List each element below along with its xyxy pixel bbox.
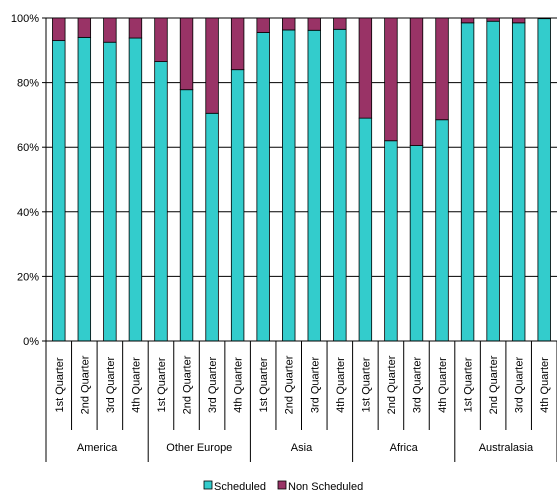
bar-scheduled: [128, 37, 143, 342]
bar-non-scheduled: [205, 17, 219, 114]
bar-non-scheduled: [256, 17, 270, 33]
bar-scheduled: [52, 40, 66, 342]
x-category-labels: 1st Quarter 2nd Quarter 3rd Quarter 4th Qua…: [54, 355, 551, 454]
bars: [52, 17, 551, 342]
bar-scheduled: [256, 32, 270, 342]
quarter-label: 1st Quarter: [156, 357, 168, 412]
legend-swatch: [277, 480, 287, 490]
bar-scheduled: [282, 29, 296, 342]
y-tick-label: 20%: [17, 271, 39, 283]
quarter-label: 1st Quarter: [463, 357, 475, 412]
quarter-label: 4th Quarter: [335, 357, 347, 413]
bar-scheduled: [537, 18, 551, 342]
quarter-label: 2nd Quarter: [284, 355, 296, 414]
bar-scheduled: [230, 69, 245, 342]
bar-scheduled: [77, 36, 92, 342]
group-label: Asia: [291, 442, 313, 454]
bar-scheduled: [409, 145, 424, 342]
bar-scheduled: [154, 61, 168, 342]
y-tick-label: 60%: [17, 142, 39, 154]
legend-item: Scheduled: [203, 480, 266, 493]
bar-scheduled: [358, 117, 373, 342]
bar-non-scheduled: [179, 17, 194, 91]
bar-non-scheduled: [77, 17, 92, 38]
quarter-label: 1st Quarter: [258, 357, 270, 412]
legend-item: Non Scheduled: [277, 480, 363, 493]
quarter-label: 4th Quarter: [437, 357, 449, 413]
y-tick-label: 40%: [17, 207, 39, 219]
bar-non-scheduled: [103, 17, 117, 43]
quarter-label: 2nd Quarter: [488, 355, 500, 414]
bar-non-scheduled: [230, 17, 245, 71]
bar-scheduled: [486, 20, 500, 342]
bar-scheduled: [460, 22, 475, 342]
legend-label: Scheduled: [214, 481, 266, 493]
quarter-label: 3rd Quarter: [207, 357, 219, 414]
bar-scheduled: [435, 119, 449, 342]
legend-swatch: [203, 480, 213, 490]
bar-scheduled: [205, 112, 219, 342]
y-tick-label: 100%: [11, 13, 39, 25]
bar-non-scheduled: [537, 17, 551, 20]
bar-non-scheduled: [282, 17, 296, 31]
y-tick-labels: 0% 20% 40% 60% 80% 100%: [11, 13, 39, 348]
quarter-label: 3rd Quarter: [309, 357, 321, 414]
bar-non-scheduled: [128, 17, 143, 39]
quarter-label: 1st Quarter: [360, 357, 372, 412]
bar-scheduled: [307, 29, 321, 342]
group-label: Africa: [390, 442, 419, 454]
bar-non-scheduled: [358, 17, 373, 119]
bar-scheduled: [333, 28, 347, 342]
bar-non-scheduled: [333, 17, 347, 30]
axes: [42, 17, 557, 462]
group-label: America: [77, 442, 118, 454]
bar-non-scheduled: [409, 17, 424, 146]
quarter-label: 1st Quarter: [54, 357, 66, 412]
bar-non-scheduled: [511, 17, 526, 24]
legend-label: Non Scheduled: [288, 481, 363, 493]
bar-non-scheduled: [486, 17, 500, 22]
bar-scheduled: [103, 41, 117, 342]
quarter-label: 3rd Quarter: [514, 357, 526, 414]
bar-non-scheduled: [435, 17, 449, 121]
gridlines: [46, 17, 557, 277]
quarter-label: 4th Quarter: [130, 357, 142, 413]
y-tick-label: 0%: [23, 336, 39, 348]
legend: Scheduled Non Scheduled: [203, 480, 363, 493]
bar-scheduled: [384, 140, 398, 342]
quarter-label: 2nd Quarter: [182, 355, 194, 414]
bar-non-scheduled: [52, 17, 66, 42]
bar-non-scheduled: [384, 17, 398, 142]
quarter-label: 3rd Quarter: [411, 357, 423, 414]
bar-scheduled: [511, 22, 526, 342]
group-label: Australasia: [479, 442, 534, 454]
bar-non-scheduled: [460, 17, 475, 24]
quarter-label: 4th Quarter: [539, 357, 551, 413]
quarter-label: 4th Quarter: [233, 357, 245, 413]
y-tick-label: 80%: [17, 78, 39, 90]
bar-scheduled: [179, 89, 194, 342]
group-label: Other Europe: [166, 442, 232, 454]
bar-non-scheduled: [307, 17, 321, 31]
quarter-label: 3rd Quarter: [105, 357, 117, 414]
quarter-label: 2nd Quarter: [386, 355, 398, 414]
bar-non-scheduled: [154, 17, 168, 63]
quarter-label: 2nd Quarter: [79, 355, 91, 414]
